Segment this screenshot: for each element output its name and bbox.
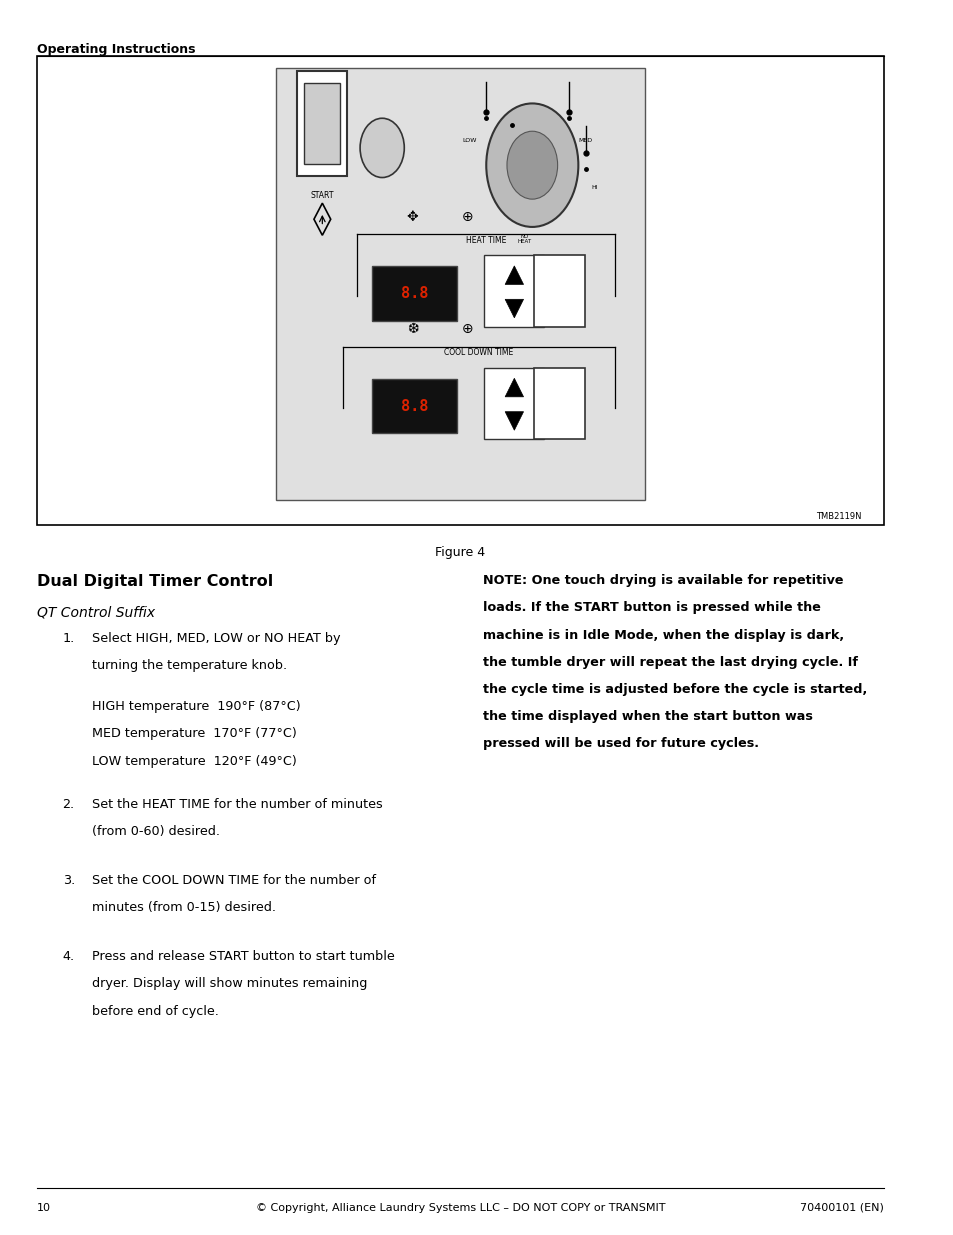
Text: START: START <box>311 190 334 200</box>
Text: LOW: LOW <box>462 138 476 143</box>
Polygon shape <box>484 368 544 440</box>
Circle shape <box>506 131 558 199</box>
Polygon shape <box>534 368 584 440</box>
Polygon shape <box>504 266 523 284</box>
Text: 8.8: 8.8 <box>400 287 428 301</box>
Polygon shape <box>372 379 456 433</box>
Text: 1.: 1. <box>63 632 74 646</box>
Text: HIGH temperature  190°F (87°C): HIGH temperature 190°F (87°C) <box>92 700 300 714</box>
Text: pressed will be used for future cycles.: pressed will be used for future cycles. <box>483 737 759 751</box>
Text: 4.: 4. <box>63 950 74 963</box>
Text: 10: 10 <box>37 1203 51 1213</box>
Text: LOW temperature  120°F (49°C): LOW temperature 120°F (49°C) <box>92 755 296 768</box>
Text: MED: MED <box>578 138 592 143</box>
Text: Select HIGH, MED, LOW or NO HEAT by: Select HIGH, MED, LOW or NO HEAT by <box>92 632 340 646</box>
Text: TMB2119N: TMB2119N <box>815 513 861 521</box>
Text: minutes (from 0-15) desired.: minutes (from 0-15) desired. <box>92 902 275 914</box>
Text: NO
HEAT: NO HEAT <box>517 235 532 245</box>
Text: HI: HI <box>591 185 598 190</box>
Text: loads. If the START button is pressed while the: loads. If the START button is pressed wh… <box>483 601 821 615</box>
Text: before end of cycle.: before end of cycle. <box>92 1004 219 1018</box>
Text: ⊕: ⊕ <box>461 322 473 336</box>
Text: the cycle time is adjusted before the cycle is started,: the cycle time is adjusted before the cy… <box>483 683 867 697</box>
Text: 70400101 (EN): 70400101 (EN) <box>800 1203 883 1213</box>
Text: 3.: 3. <box>63 874 74 887</box>
Polygon shape <box>484 256 544 327</box>
Polygon shape <box>296 72 347 177</box>
Text: MED temperature  170°F (77°C): MED temperature 170°F (77°C) <box>92 727 296 741</box>
Text: COOL DOWN TIME: COOL DOWN TIME <box>444 348 513 357</box>
Text: HEAT TIME: HEAT TIME <box>466 236 506 245</box>
Polygon shape <box>504 299 523 317</box>
Polygon shape <box>504 411 523 430</box>
Text: QT Control Suffix: QT Control Suffix <box>37 605 154 619</box>
Text: Operating Instructions: Operating Instructions <box>37 43 195 57</box>
Polygon shape <box>276 68 644 500</box>
Text: ❆: ❆ <box>406 322 418 336</box>
Text: (from 0-60) desired.: (from 0-60) desired. <box>92 825 220 839</box>
Text: dryer. Display will show minutes remaining: dryer. Display will show minutes remaini… <box>92 977 367 990</box>
Polygon shape <box>304 84 339 164</box>
Text: © Copyright, Alliance Laundry Systems LLC – DO NOT COPY or TRANSMIT: © Copyright, Alliance Laundry Systems LL… <box>255 1203 664 1213</box>
Text: Dual Digital Timer Control: Dual Digital Timer Control <box>37 574 273 589</box>
Polygon shape <box>504 378 523 396</box>
Text: Set the HEAT TIME for the number of minutes: Set the HEAT TIME for the number of minu… <box>92 798 382 811</box>
Polygon shape <box>372 267 456 321</box>
Text: Figure 4: Figure 4 <box>435 546 485 559</box>
Text: 8.8: 8.8 <box>400 399 428 414</box>
Text: ✥: ✥ <box>406 210 418 224</box>
Text: the time displayed when the start button was: the time displayed when the start button… <box>483 710 813 724</box>
Circle shape <box>359 119 404 178</box>
Text: NOTE: One touch drying is available for repetitive: NOTE: One touch drying is available for … <box>483 574 843 588</box>
Text: ⊕: ⊕ <box>461 210 473 224</box>
Text: Set the COOL DOWN TIME for the number of: Set the COOL DOWN TIME for the number of <box>92 874 375 887</box>
Text: 2.: 2. <box>63 798 74 811</box>
Polygon shape <box>534 256 584 327</box>
Text: the tumble dryer will repeat the last drying cycle. If: the tumble dryer will repeat the last dr… <box>483 656 858 669</box>
Circle shape <box>486 104 578 227</box>
Text: machine is in Idle Mode, when the display is dark,: machine is in Idle Mode, when the displa… <box>483 629 843 642</box>
Text: Press and release START button to start tumble: Press and release START button to start … <box>92 950 395 963</box>
Text: turning the temperature knob.: turning the temperature knob. <box>92 659 287 673</box>
